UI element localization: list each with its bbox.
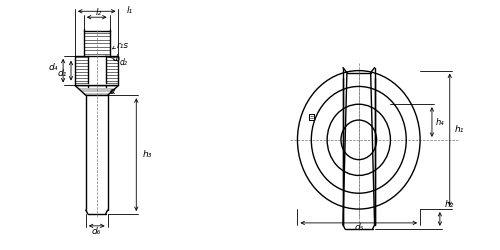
Text: h₄: h₄: [436, 118, 444, 126]
Text: h₂: h₂: [445, 200, 454, 208]
Text: d₆: d₆: [92, 227, 102, 236]
Text: d₅: d₅: [354, 223, 364, 232]
Text: d₁: d₁: [58, 69, 67, 78]
Text: d₃: d₃: [112, 54, 120, 63]
Text: h₁: h₁: [454, 126, 464, 134]
Text: d₄: d₄: [48, 63, 58, 72]
Text: d₂: d₂: [120, 58, 128, 67]
Text: l₁: l₁: [126, 6, 132, 15]
Text: l₂: l₂: [96, 8, 102, 17]
Text: r₁s: r₁s: [116, 42, 128, 50]
Text: h₃: h₃: [142, 150, 152, 159]
Text: α: α: [110, 87, 116, 96]
